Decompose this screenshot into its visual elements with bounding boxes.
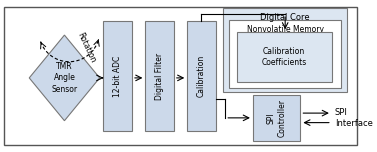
Text: Nonvolatile Memory: Nonvolatile Memory [247,25,324,34]
Text: Digital Filter: Digital Filter [155,52,164,100]
Text: SPI
Interface: SPI Interface [335,108,372,128]
Text: Calibration: Calibration [197,55,206,97]
Text: Rotation: Rotation [76,31,98,64]
Bar [229,20,341,88]
Bar [145,21,174,131]
Polygon shape [29,35,100,121]
Bar [253,95,300,141]
Text: Calibration
Coefficients: Calibration Coefficients [262,47,307,67]
Bar [237,32,332,82]
Bar [187,21,216,131]
Text: TMR
Angle
Sensor: TMR Angle Sensor [51,62,78,93]
Text: SPI
Controller: SPI Controller [267,99,287,137]
Bar [103,21,132,131]
Bar [223,9,347,92]
Text: 12-bit ADC: 12-bit ADC [113,55,122,97]
Text: Digital Core: Digital Core [261,14,310,22]
